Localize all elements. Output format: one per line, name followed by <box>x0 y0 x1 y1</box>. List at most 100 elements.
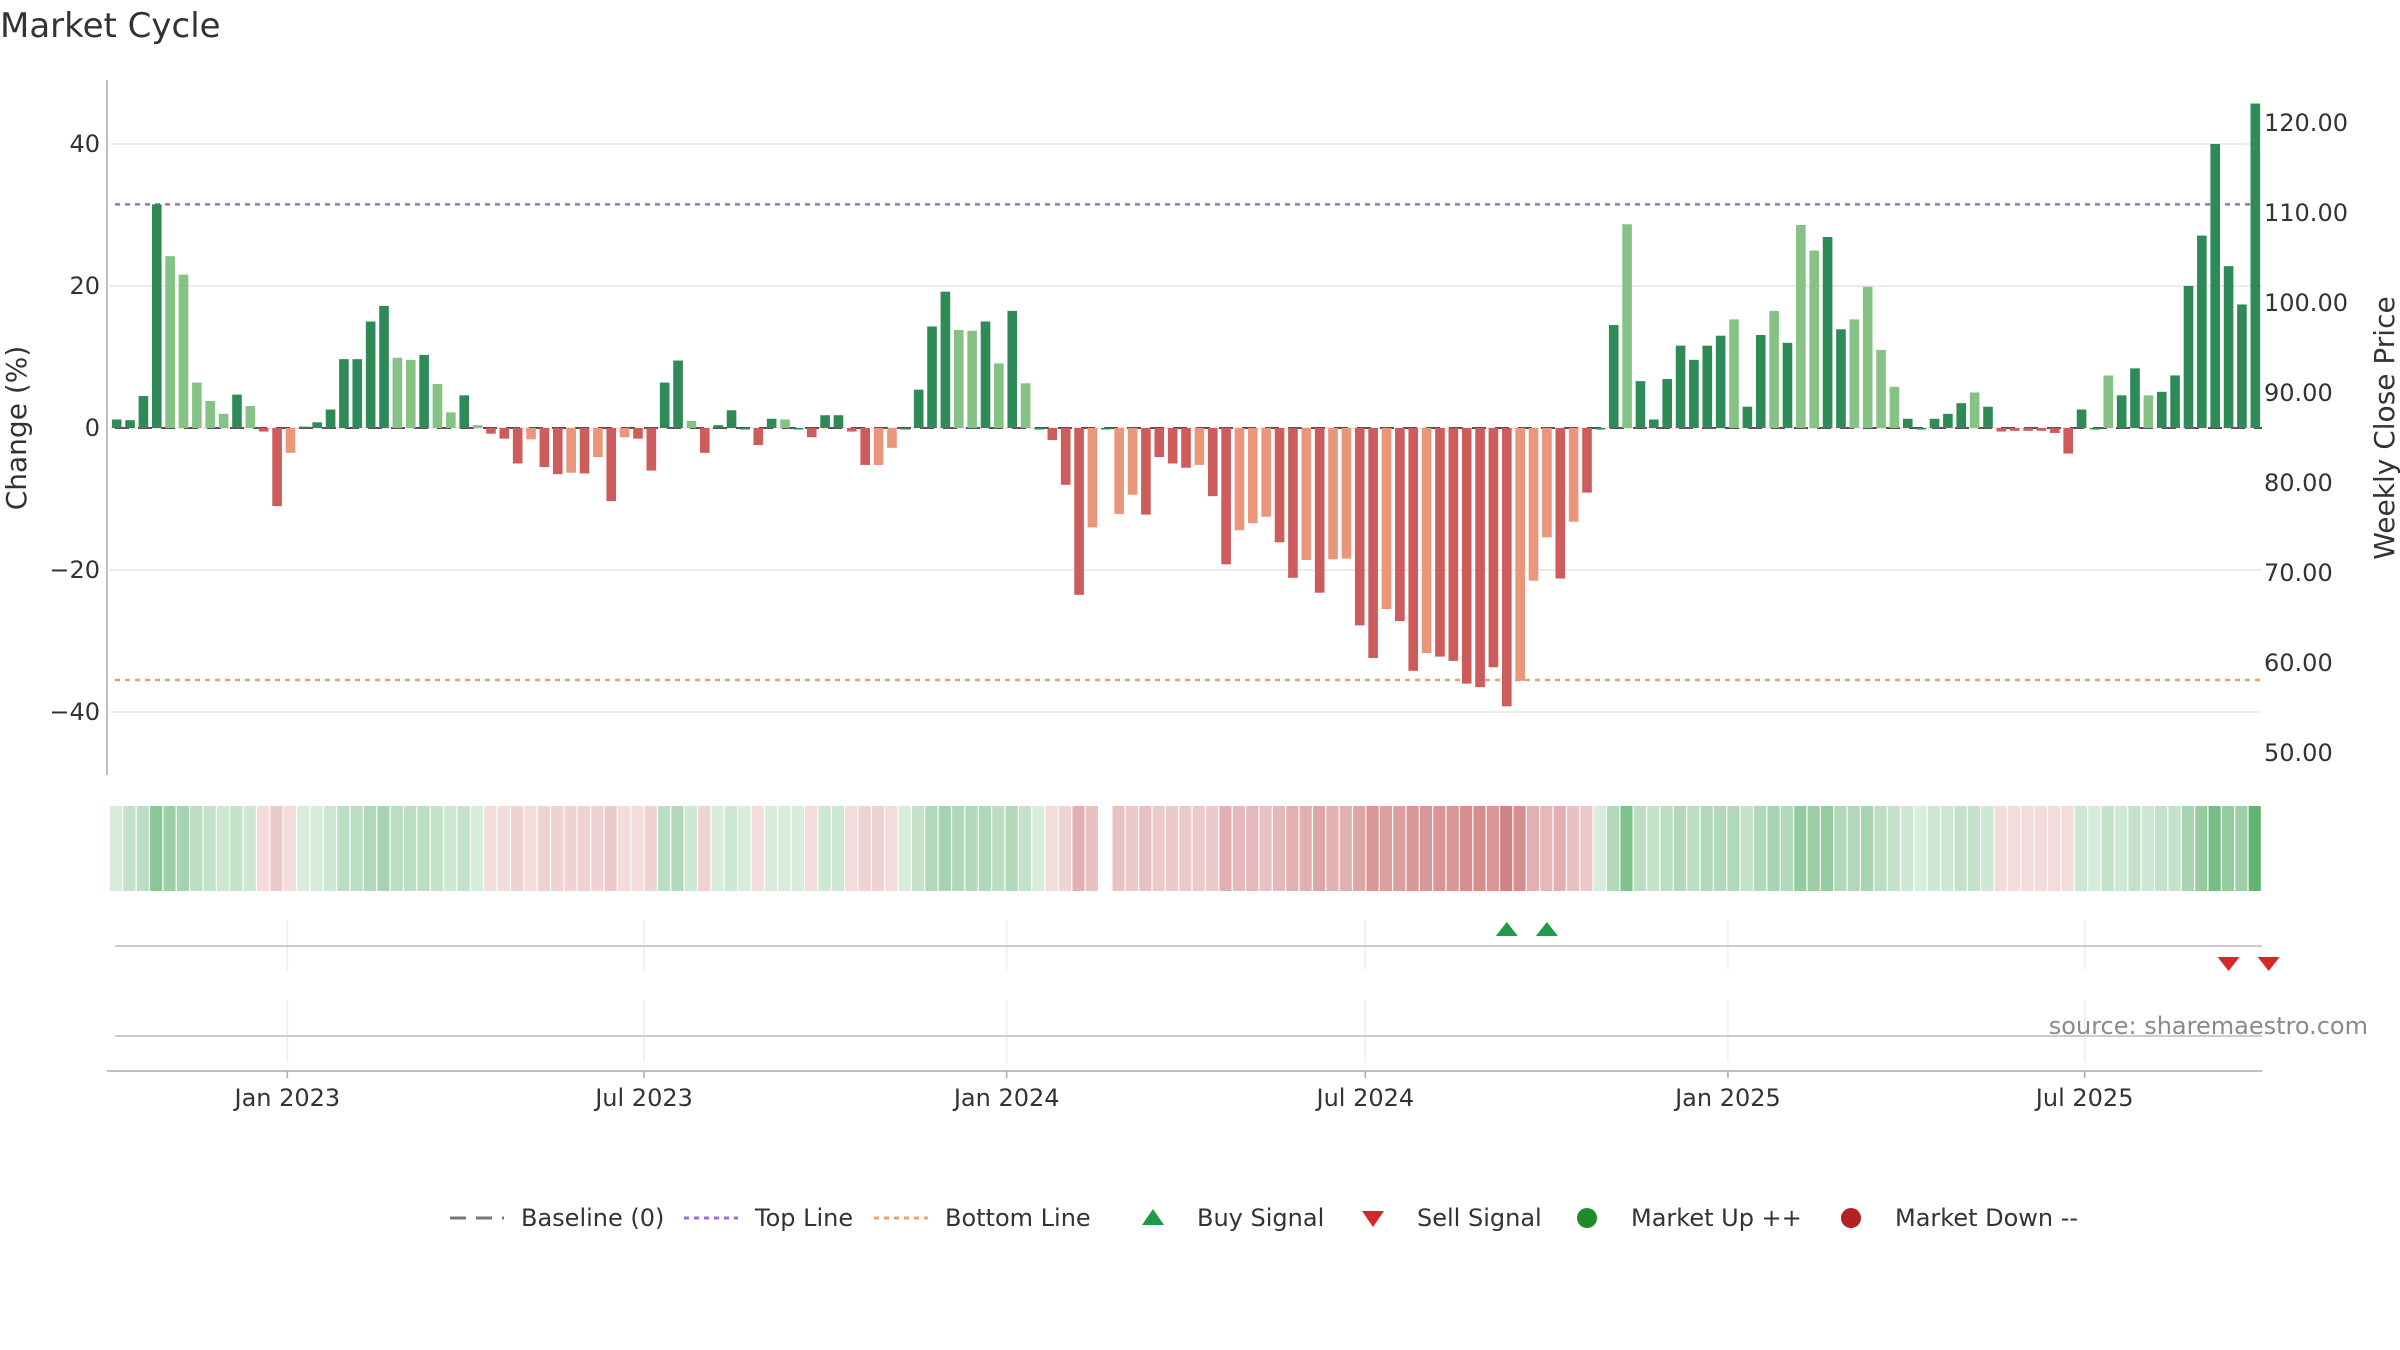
bar <box>405 359 416 428</box>
regime-cell <box>2114 806 2128 891</box>
regime-cell <box>1165 806 1179 891</box>
regime-cell <box>764 806 778 891</box>
regime-cell <box>1446 806 1459 891</box>
bar <box>312 422 322 428</box>
regime-cell <box>791 806 804 891</box>
regime-cell <box>591 806 604 891</box>
bar <box>659 382 670 428</box>
y2-tick-label: 80.00 <box>2264 469 2333 497</box>
bar <box>2023 428 2033 431</box>
regime-cell <box>2061 806 2074 891</box>
regime-cell <box>524 806 537 891</box>
regime-cell <box>430 806 443 891</box>
regime-cell <box>925 806 938 891</box>
regime-cell <box>1005 806 1018 891</box>
bar <box>1555 428 1566 579</box>
bar <box>766 418 777 428</box>
regime-cell <box>1914 806 1927 891</box>
bar <box>1943 413 1953 428</box>
bar <box>806 428 817 438</box>
y-tick-label: 0 <box>85 414 100 442</box>
regime-cell <box>1553 806 1566 891</box>
legend-label: Buy Signal <box>1197 1204 1324 1232</box>
regime-cell <box>1393 806 1406 891</box>
regime-cell <box>1580 806 1593 891</box>
buy-signal-marker <box>1535 922 1558 936</box>
regime-cell <box>564 806 577 891</box>
bar <box>192 382 202 428</box>
regime-cell <box>2235 806 2248 891</box>
bar <box>780 419 790 428</box>
regime-cell <box>1927 806 1941 891</box>
regime-cell <box>845 806 858 891</box>
bar <box>2076 409 2087 428</box>
bar <box>820 415 830 428</box>
regime-cell <box>965 806 978 891</box>
bar <box>1876 349 1886 428</box>
regime-strip <box>110 806 2261 891</box>
bar <box>512 428 523 464</box>
regime-cell <box>297 806 310 891</box>
bar <box>1475 428 1485 688</box>
bar <box>339 359 349 428</box>
bar <box>980 321 991 428</box>
bar <box>1528 428 1539 581</box>
bar <box>793 428 804 430</box>
bar <box>1194 428 1205 465</box>
bar <box>646 428 657 471</box>
y-tick-label: 40 <box>69 130 100 158</box>
chart-title: Market Cycle <box>0 6 221 46</box>
regime-cell <box>1272 806 1286 891</box>
legend-item: Sell Signal <box>1362 1204 1542 1232</box>
bar <box>1969 392 1980 428</box>
bar <box>847 428 857 432</box>
bar <box>2250 103 2261 428</box>
regime-cell <box>457 806 470 891</box>
regime-cell <box>1700 806 1713 891</box>
bar <box>1314 428 1325 593</box>
regime-cell <box>1312 806 1326 891</box>
regime-cell <box>1566 806 1580 891</box>
regime-cell <box>1780 806 1793 891</box>
regime-cell <box>1981 806 1994 891</box>
sell-signal-marker <box>2257 957 2280 971</box>
bar <box>1368 428 1378 659</box>
bar <box>887 428 897 448</box>
regime-cell <box>1379 806 1392 891</box>
regime-cell <box>671 806 684 891</box>
legend-symbol <box>1577 1208 1597 1228</box>
legend-item: Top Line <box>684 1204 853 1232</box>
regime-cell <box>871 806 885 891</box>
regime-cell <box>377 806 390 891</box>
regime-cell <box>2101 806 2114 891</box>
bar <box>1889 386 1900 428</box>
bar <box>446 412 456 428</box>
regime-cell <box>1232 806 1245 891</box>
bar <box>2170 375 2180 428</box>
bar <box>1542 428 1552 538</box>
y2-tick-label: 110.00 <box>2264 199 2348 227</box>
bar <box>953 330 964 428</box>
regime-cell <box>1326 806 1339 891</box>
regime-cell <box>2034 806 2047 891</box>
regime-cell <box>1754 806 1767 891</box>
regime-cell <box>2168 806 2181 891</box>
bar <box>365 321 376 428</box>
x-tick-label: Jul 2024 <box>1314 1084 1414 1112</box>
bar <box>526 428 536 440</box>
legend-symbol <box>1142 1209 1164 1225</box>
regime-cell <box>751 806 764 891</box>
regime-cell <box>390 806 403 891</box>
bar <box>994 363 1004 428</box>
bar <box>2210 144 2221 428</box>
bar <box>1675 345 1686 428</box>
bar <box>1929 418 1940 428</box>
bar <box>1141 428 1151 515</box>
regime-cell <box>1941 806 1954 891</box>
bar <box>1769 310 1779 428</box>
regime-cell <box>323 806 337 891</box>
bar <box>1127 428 1138 495</box>
regime-cell <box>2021 806 2034 891</box>
bar <box>392 357 403 428</box>
bar <box>619 428 630 438</box>
